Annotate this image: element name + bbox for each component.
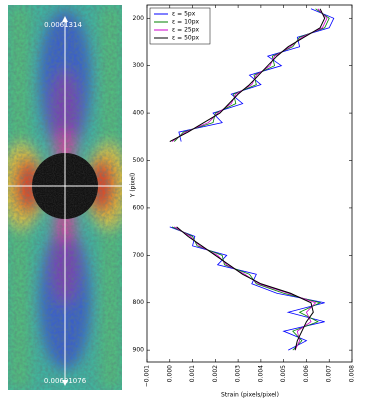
y-tick-label: 500 [133, 157, 145, 164]
y-tick-label: 900 [133, 347, 145, 354]
y-tick-label: 400 [133, 110, 145, 117]
y-axis-label: Y (pixel) [130, 173, 137, 198]
legend-label: ε = 50px [172, 35, 200, 42]
series-line [169, 8, 326, 351]
y-tick-label: 700 [133, 252, 145, 259]
x-tick-label: 0.008 [349, 365, 356, 382]
legend-label: ε = 10px [172, 19, 200, 26]
series-line [169, 8, 335, 351]
x-tick-label: 0.007 [326, 365, 333, 382]
x-tick-label: 0.003 [235, 365, 242, 382]
strain-field-image [8, 5, 122, 390]
y-tick-label: 200 [133, 15, 145, 22]
y-tick-label: 600 [133, 204, 145, 211]
x-tick-label: 0.001 [189, 365, 196, 382]
y-tick-label: 800 [133, 299, 145, 306]
image-bottom-label: 0.00601076 [44, 377, 87, 385]
x-tick-label: 0.006 [303, 365, 310, 382]
legend-label: ε = 5px [172, 11, 196, 18]
x-tick-label: 0.002 [212, 365, 219, 382]
x-tick-label: 0.005 [280, 365, 287, 382]
x-tick-label: 0.000 [166, 365, 173, 382]
y-tick-label: 300 [133, 62, 145, 69]
plot-frame [146, 4, 353, 363]
x-axis-label: Strain (pixels/pixel) [221, 392, 279, 399]
legend-label: ε = 25px [172, 27, 200, 34]
x-tick-label: −0.001 [144, 365, 151, 387]
image-top-label: 0.0061314 [44, 21, 82, 29]
plot-area [169, 8, 335, 351]
x-tick-label: 0.004 [257, 365, 264, 382]
